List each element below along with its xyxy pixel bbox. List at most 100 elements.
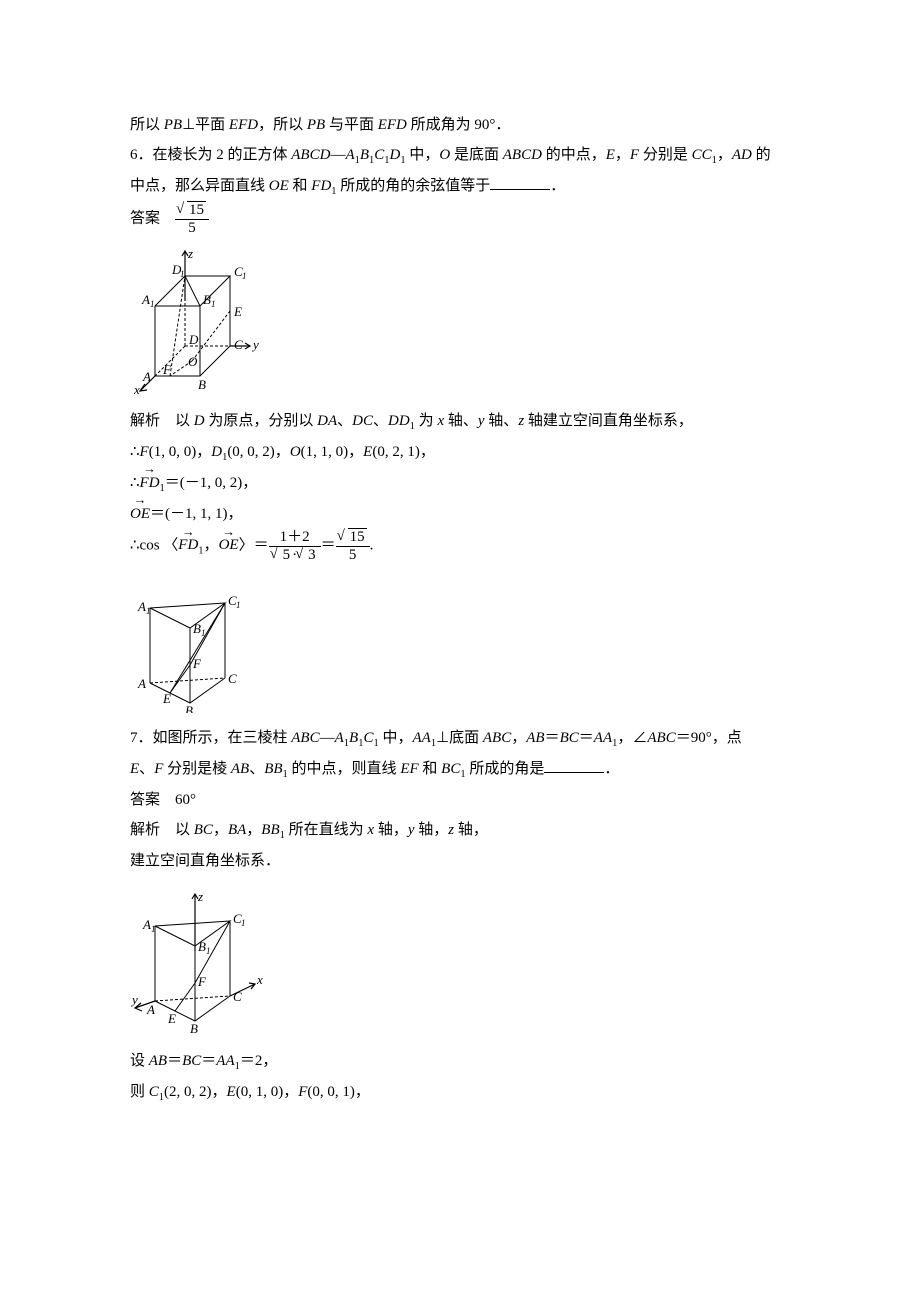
ABC2: ABC [483,730,511,746]
CC1: CC [692,147,712,163]
svg-text:1: 1 [150,299,155,309]
BA: BA [228,822,246,838]
svg-text:1: 1 [151,924,156,934]
svg-text:A: A [137,676,146,691]
text: 轴、 [444,413,478,429]
BB1: BB [261,822,279,838]
svg-text:z: z [187,246,193,261]
therefore: ∴ [130,444,140,460]
svg-text:1: 1 [201,628,206,638]
val: ＝(－1, 0, 2)， [165,475,258,491]
eq: 〉＝ [239,537,269,553]
text: 所在直线为 [285,822,368,838]
answer: 答案 60° [130,792,196,808]
comma: ， [204,537,219,553]
text: 与平面 [325,117,378,133]
frac2: 155 [336,529,370,563]
text: 7．如图所示，在三棱柱 [130,730,291,746]
svg-text:x: x [256,972,263,987]
Ov: (1, 1, 0)， [301,444,364,460]
AB: AB [231,761,249,777]
text: 和 [419,761,442,777]
abcd2: ABCD [503,147,542,163]
svg-text:y: y [251,337,259,352]
DD1: DD [388,413,410,429]
text: 解析 以 [130,822,194,838]
svg-text:1: 1 [211,299,216,309]
text: 的中点， [542,147,606,163]
svg-text:y: y [130,992,138,1007]
A1: A [335,730,344,746]
svg-text:A: A [141,292,150,307]
sol6-l1: 解析 以 D 为原点，分别以 DA、DC、DD1 为 x 轴、y 轴、z 轴建立… [130,406,790,437]
vec-FD1b: FD [178,530,198,560]
ABC3: ABC [647,730,675,746]
den: 5 [336,547,370,564]
sol6-l3: ∴FD1＝(－1, 0, 2)， [130,468,790,499]
AB: AB [526,730,544,746]
text: 建立空间直角坐标系． [130,853,280,869]
BC: BC [182,1053,201,1069]
BB1: BB [264,761,282,777]
sol6-l2: ∴F(1, 0, 0)，D1(0, 0, 2)，O(1, 1, 0)，E(0, … [130,437,790,468]
svg-text:1: 1 [206,946,211,956]
text: 和 [289,178,312,194]
AD: AD [732,147,752,163]
pb: PB [164,117,182,133]
q6-line2: 中点，那么异面直线 OE 和 FD1 所成的角的余弦值等于． [130,171,790,202]
blank [544,757,604,773]
C1: C [149,1084,159,1100]
C1v: (2, 0, 2)， [164,1084,227,1100]
two: 2， [255,1053,278,1069]
ABC: ABC [291,730,319,746]
den: 5 [175,220,209,237]
text: 则 [130,1084,149,1100]
sep: 、 [139,761,154,777]
comma: ， [615,147,630,163]
eq: ＝ [201,1053,216,1069]
svg-text:O: O [188,354,198,369]
DC: DC [352,413,373,429]
BC: BC [560,730,579,746]
eq: ＝ [240,1053,255,1069]
DA: DA [317,413,337,429]
F: F [630,147,639,163]
cos: ∴cos 〈 [130,537,178,553]
Ev: (0, 1, 0)， [236,1084,299,1100]
text: 分别是棱 [163,761,231,777]
D1: D [211,444,222,460]
svg-text:E: E [162,691,171,706]
d2: 3 [306,546,318,563]
text: 为 [415,413,438,429]
comma: ， [511,730,526,746]
text: 的中点，则直线 [288,761,401,777]
svg-text:A: A [142,369,151,384]
deg: ＝90°，点 [676,730,742,746]
abcd: ABCD [291,147,330,163]
FD1: FD [311,178,331,194]
eq: ＝ [579,730,594,746]
text: 是底面 [450,147,503,163]
figure-cube: A B C D A1 B1 C1 D1 E F O x y z [130,246,270,396]
sol7-l4: 则 C1(2, 0, 2)，E(0, 1, 0)，F(0, 0, 1)， [130,1077,790,1108]
text: 所以 [130,117,164,133]
E: E [363,444,372,460]
figure-prism-2: A1 B1 C1 A B C E F x y z [130,886,270,1036]
svg-text:B: B [190,1021,198,1036]
figure-prism-1: A1 B1 C1 A B C E F [130,573,250,713]
svg-text:A: A [146,1002,155,1017]
q6-line1: 6．在棱长为 2 的正方体 ABCD—A1B1C1D1 中，O 是底面 ABCD… [130,140,790,171]
text: 中， [379,730,413,746]
svg-text:B: B [185,703,193,713]
E: E [130,761,139,777]
text: 轴建立空间直角坐标系， [524,413,693,429]
dash: — [320,730,335,746]
svg-text:C: C [228,671,237,686]
axis: 轴， [415,822,449,838]
eq2: ＝ [321,537,336,553]
text: 中点，那么异面直线 [130,178,269,194]
d1: 5 [281,546,293,563]
comma: ， [617,730,632,746]
sol7-l3: 设 AB＝BC＝AA1＝2， [130,1046,790,1077]
svg-text:E: E [167,1011,176,1026]
